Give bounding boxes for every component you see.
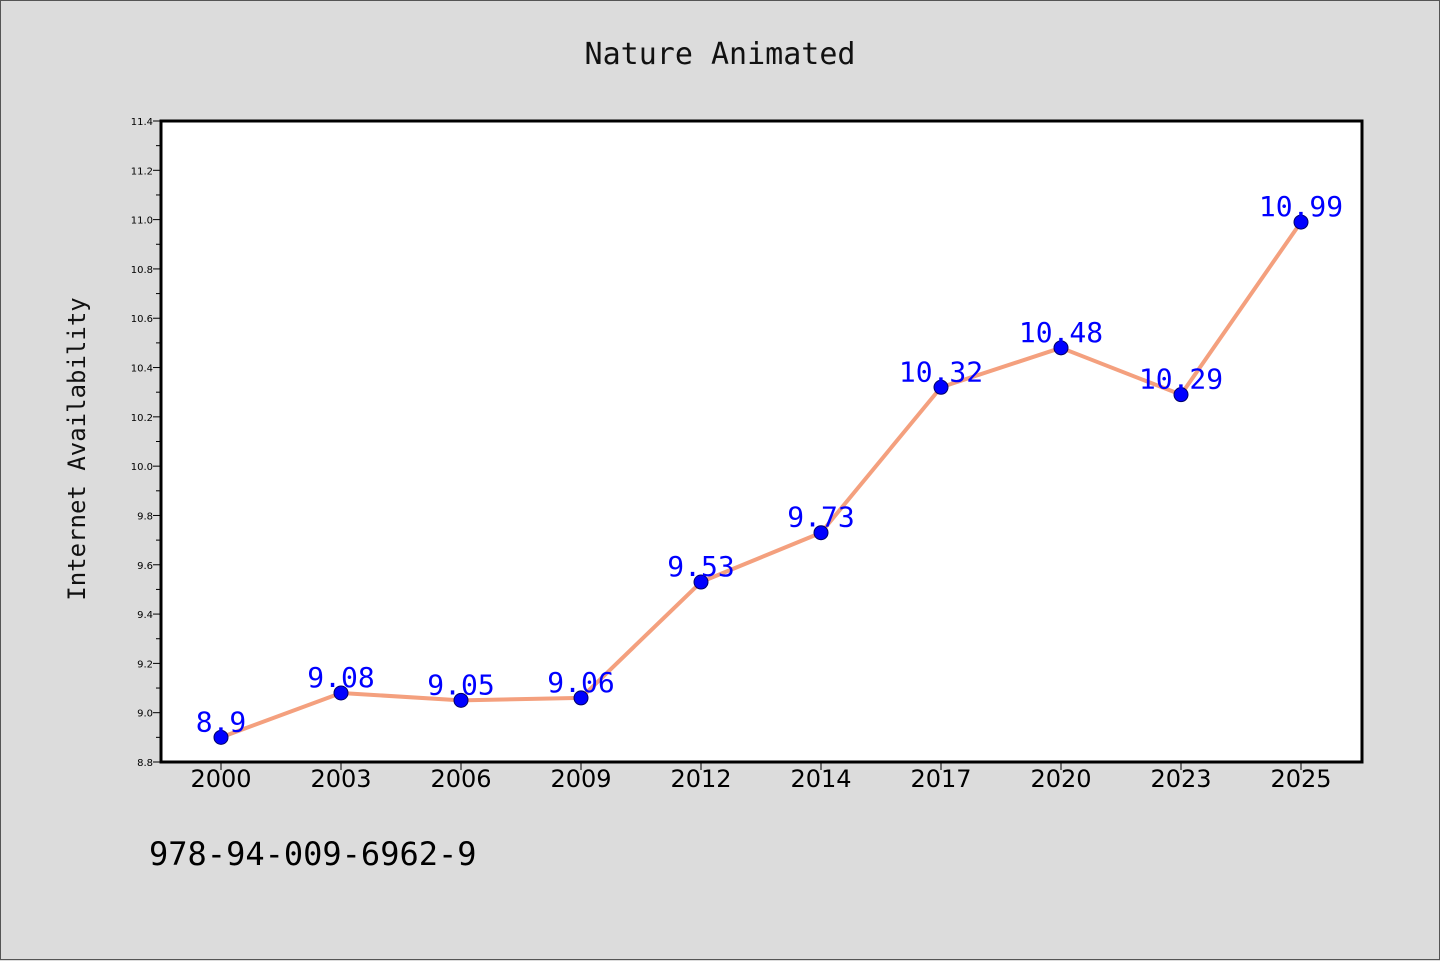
y-tick-label: 9.2: [137, 659, 153, 670]
data-label: 9.08: [307, 661, 374, 694]
x-tick-label: 2014: [790, 765, 851, 793]
y-tick-label: 10.6: [131, 314, 153, 325]
chart-title: Nature Animated: [585, 37, 856, 72]
data-label: 10.99: [1259, 190, 1343, 223]
y-axis: 8.8 9.0 9.2 9.4 9.6 9.8 10.0 10.2 10.4 10.6 10.8 11…: [131, 117, 161, 769]
x-tick-label: 2009: [550, 765, 611, 793]
y-tick-label: 10.0: [131, 462, 153, 473]
data-point: [453, 692, 469, 708]
x-tick-label: 2025: [1270, 765, 1331, 793]
x-tick-label: 2020: [1030, 765, 1091, 793]
y-tick-label: 9.8: [137, 511, 153, 522]
data-point: [573, 690, 589, 706]
data-label: 9.05: [427, 668, 494, 701]
data-label: 9.06: [547, 666, 614, 699]
x-tick-label: 2003: [310, 765, 371, 793]
data-point: [333, 685, 349, 701]
y-axis-label: Internet Availability: [63, 297, 91, 600]
y-tick-label: 9.6: [137, 561, 153, 572]
x-axis: 2000 2003 2006 2009 2012 2014 2017 2020 2023 2025: [190, 762, 1332, 793]
x-tick-label: 2023: [1150, 765, 1211, 793]
y-tick-label: 8.8: [137, 758, 153, 769]
data-point: [1053, 340, 1069, 356]
y-tick-label: 9.0: [137, 709, 153, 720]
y-tick-label: 10.8: [131, 265, 153, 276]
x-tick-label: 2000: [190, 765, 251, 793]
data-label: 10.29: [1139, 363, 1223, 396]
y-tick-label: 9.4: [137, 610, 153, 621]
data-point: [813, 525, 829, 541]
series-line: [220, 220, 1303, 740]
x-tick-label: 2017: [910, 765, 971, 793]
data-label-layer: 8.9 9.08 9.05 9.06 9.53 9.73 10.32 10.48 10.29 10…: [196, 190, 1343, 738]
y-tick-label: 11.0: [131, 216, 153, 227]
data-point: [693, 574, 709, 590]
data-label: 9.53: [667, 550, 734, 583]
plot-area: [159, 119, 1364, 764]
data-label: 8.9: [196, 705, 247, 738]
data-label: 10.32: [899, 355, 983, 388]
x-tick-label: 2006: [430, 765, 491, 793]
y-tick-label: 10.2: [131, 413, 153, 424]
y-tick-label: 11.4: [131, 117, 153, 128]
data-point: [213, 729, 229, 745]
series-layer: [213, 214, 1309, 745]
y-tick-label: 11.2: [131, 166, 153, 177]
data-point: [933, 379, 949, 395]
y-tick-label: 10.4: [131, 364, 153, 375]
x-tick-label: 2012: [670, 765, 731, 793]
data-point: [1293, 214, 1309, 230]
footnote-isbn: 978-94-009-6962-9: [149, 835, 477, 873]
data-point: [1173, 387, 1189, 403]
data-label: 10.48: [1019, 316, 1103, 349]
data-label: 9.73: [787, 501, 854, 534]
